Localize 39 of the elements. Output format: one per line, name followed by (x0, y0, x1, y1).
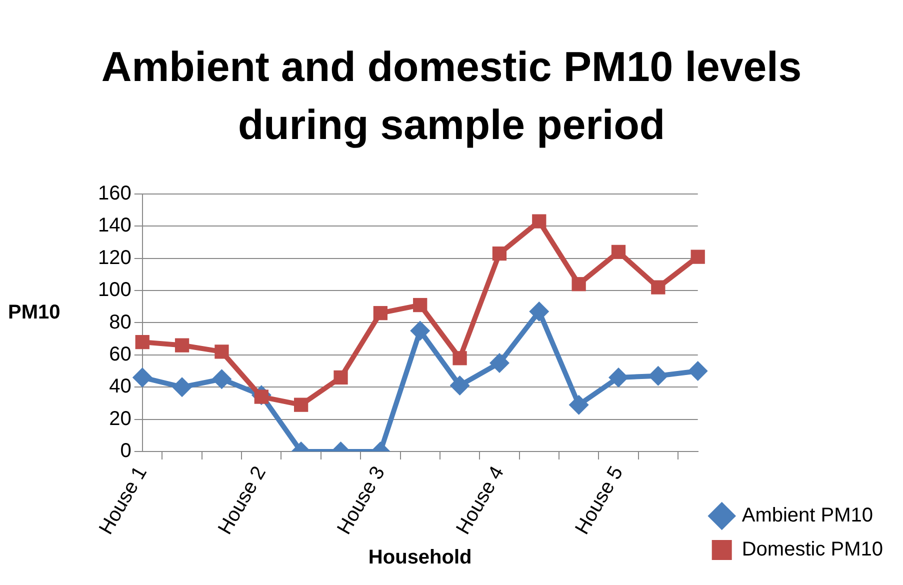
y-tick-label: 40 (109, 376, 132, 398)
y-tick-label: 80 (109, 311, 132, 334)
y-tick-label: 120 (98, 246, 132, 269)
point (690, 250, 705, 264)
y-tick-label: 100 (98, 279, 132, 302)
x-axis-title: Household (368, 546, 472, 569)
y-tick-label: 20 (109, 408, 132, 430)
y-axis-title: PM10 (8, 301, 60, 324)
point (334, 370, 348, 385)
y-tick-label: 60 (109, 343, 132, 366)
point (373, 306, 388, 320)
point (172, 377, 192, 398)
y-tick-label: 140 (98, 214, 132, 237)
point (568, 394, 589, 415)
point (212, 369, 232, 390)
point (651, 280, 666, 294)
point (492, 246, 507, 261)
point (608, 367, 628, 388)
point (413, 298, 428, 312)
legend-label: Ambient PM10 (742, 504, 874, 527)
point (174, 338, 190, 352)
point (294, 398, 308, 412)
point (572, 277, 586, 292)
point (648, 366, 668, 386)
chart-title: Ambient and domestic PM10 levels during sample period (100, 42, 803, 150)
y-tick-label: 0 (120, 440, 132, 462)
point (410, 320, 430, 341)
y-tick-label: 160 (98, 182, 132, 205)
point (450, 376, 470, 396)
point (688, 361, 708, 382)
legend-label: Domestic PM10 (742, 538, 884, 561)
point (214, 344, 229, 359)
point (135, 334, 150, 350)
point (452, 351, 467, 366)
point (529, 301, 550, 322)
point (532, 214, 546, 228)
point (489, 352, 510, 373)
point (132, 367, 152, 388)
point (611, 244, 626, 260)
